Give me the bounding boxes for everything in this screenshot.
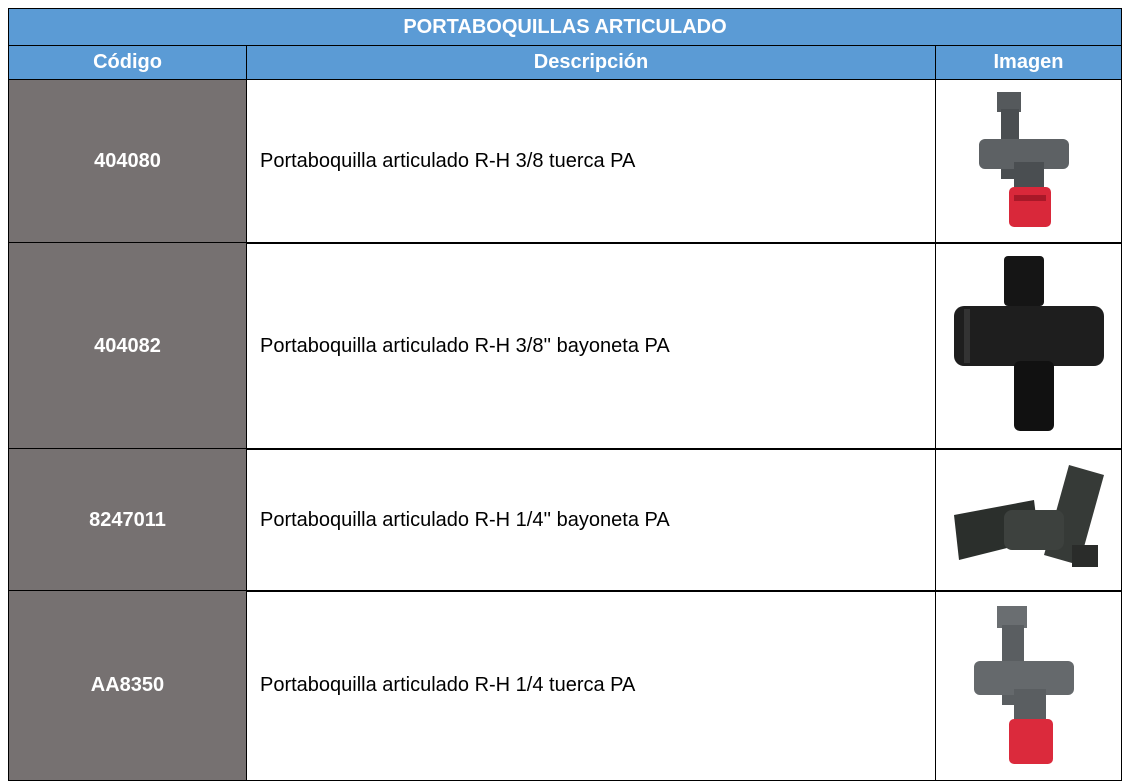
code-cell: 8247011 (8, 448, 247, 592)
image-cell (935, 79, 1122, 244)
product-image (953, 256, 1104, 431)
product-image (973, 605, 1074, 764)
description-cell: Portaboquilla articulado R-H 3/8'' bayon… (246, 242, 936, 450)
description-cell: Portaboquilla articulado R-H 1/4'' bayon… (246, 448, 936, 592)
code-cell: 404082 (8, 242, 247, 450)
code-cell: 404080 (8, 79, 247, 244)
description-cell: Portaboquilla articulado R-H 1/4 tuerca … (246, 590, 936, 781)
image-cell (935, 590, 1122, 781)
product-image (953, 465, 1104, 567)
header-cell: Código (8, 45, 247, 80)
image-cell (935, 242, 1122, 450)
description-cell: Portaboquilla articulado R-H 3/8 tuerca … (246, 79, 936, 244)
product-image (978, 91, 1069, 227)
image-cell (935, 448, 1122, 592)
code-cell: AA8350 (8, 590, 247, 781)
table-title: PORTABOQUILLAS ARTICULADO (8, 8, 1122, 46)
header-cell: Imagen (935, 45, 1122, 80)
header-cell: Descripción (246, 45, 936, 80)
